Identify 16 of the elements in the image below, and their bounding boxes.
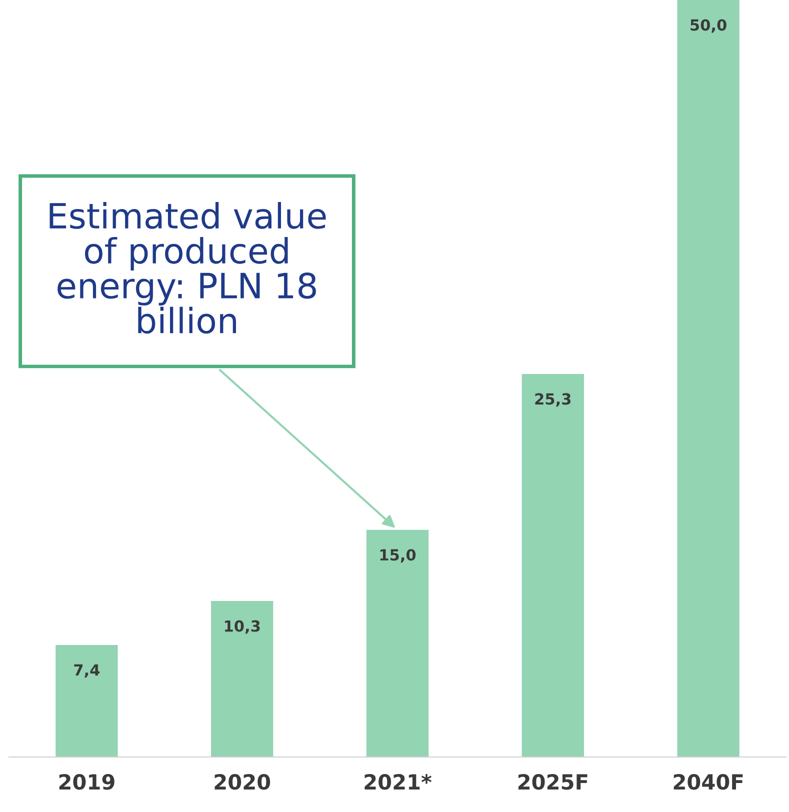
data-label: 15,0: [380, 549, 416, 563]
bar: [56, 644, 118, 757]
x-tick-label: 2019: [59, 774, 114, 790]
x-tick-label: 2040F: [674, 774, 743, 790]
data-label: 7,4: [74, 664, 100, 678]
x-tick-label: 2025F: [518, 774, 588, 790]
x-tick-label: 2021*: [364, 774, 432, 790]
bar: [366, 530, 429, 757]
x-tick-label: 2020: [214, 774, 270, 790]
annotation: Estimated value of produced energy: PLN 18 billion: [50, 202, 326, 334]
data-label: 10,3: [224, 620, 260, 634]
bar: [211, 601, 274, 757]
bar: [677, 0, 740, 757]
data-label: 25,3: [535, 393, 571, 407]
bar: [522, 374, 584, 757]
data-label: 50,0: [690, 19, 726, 33]
